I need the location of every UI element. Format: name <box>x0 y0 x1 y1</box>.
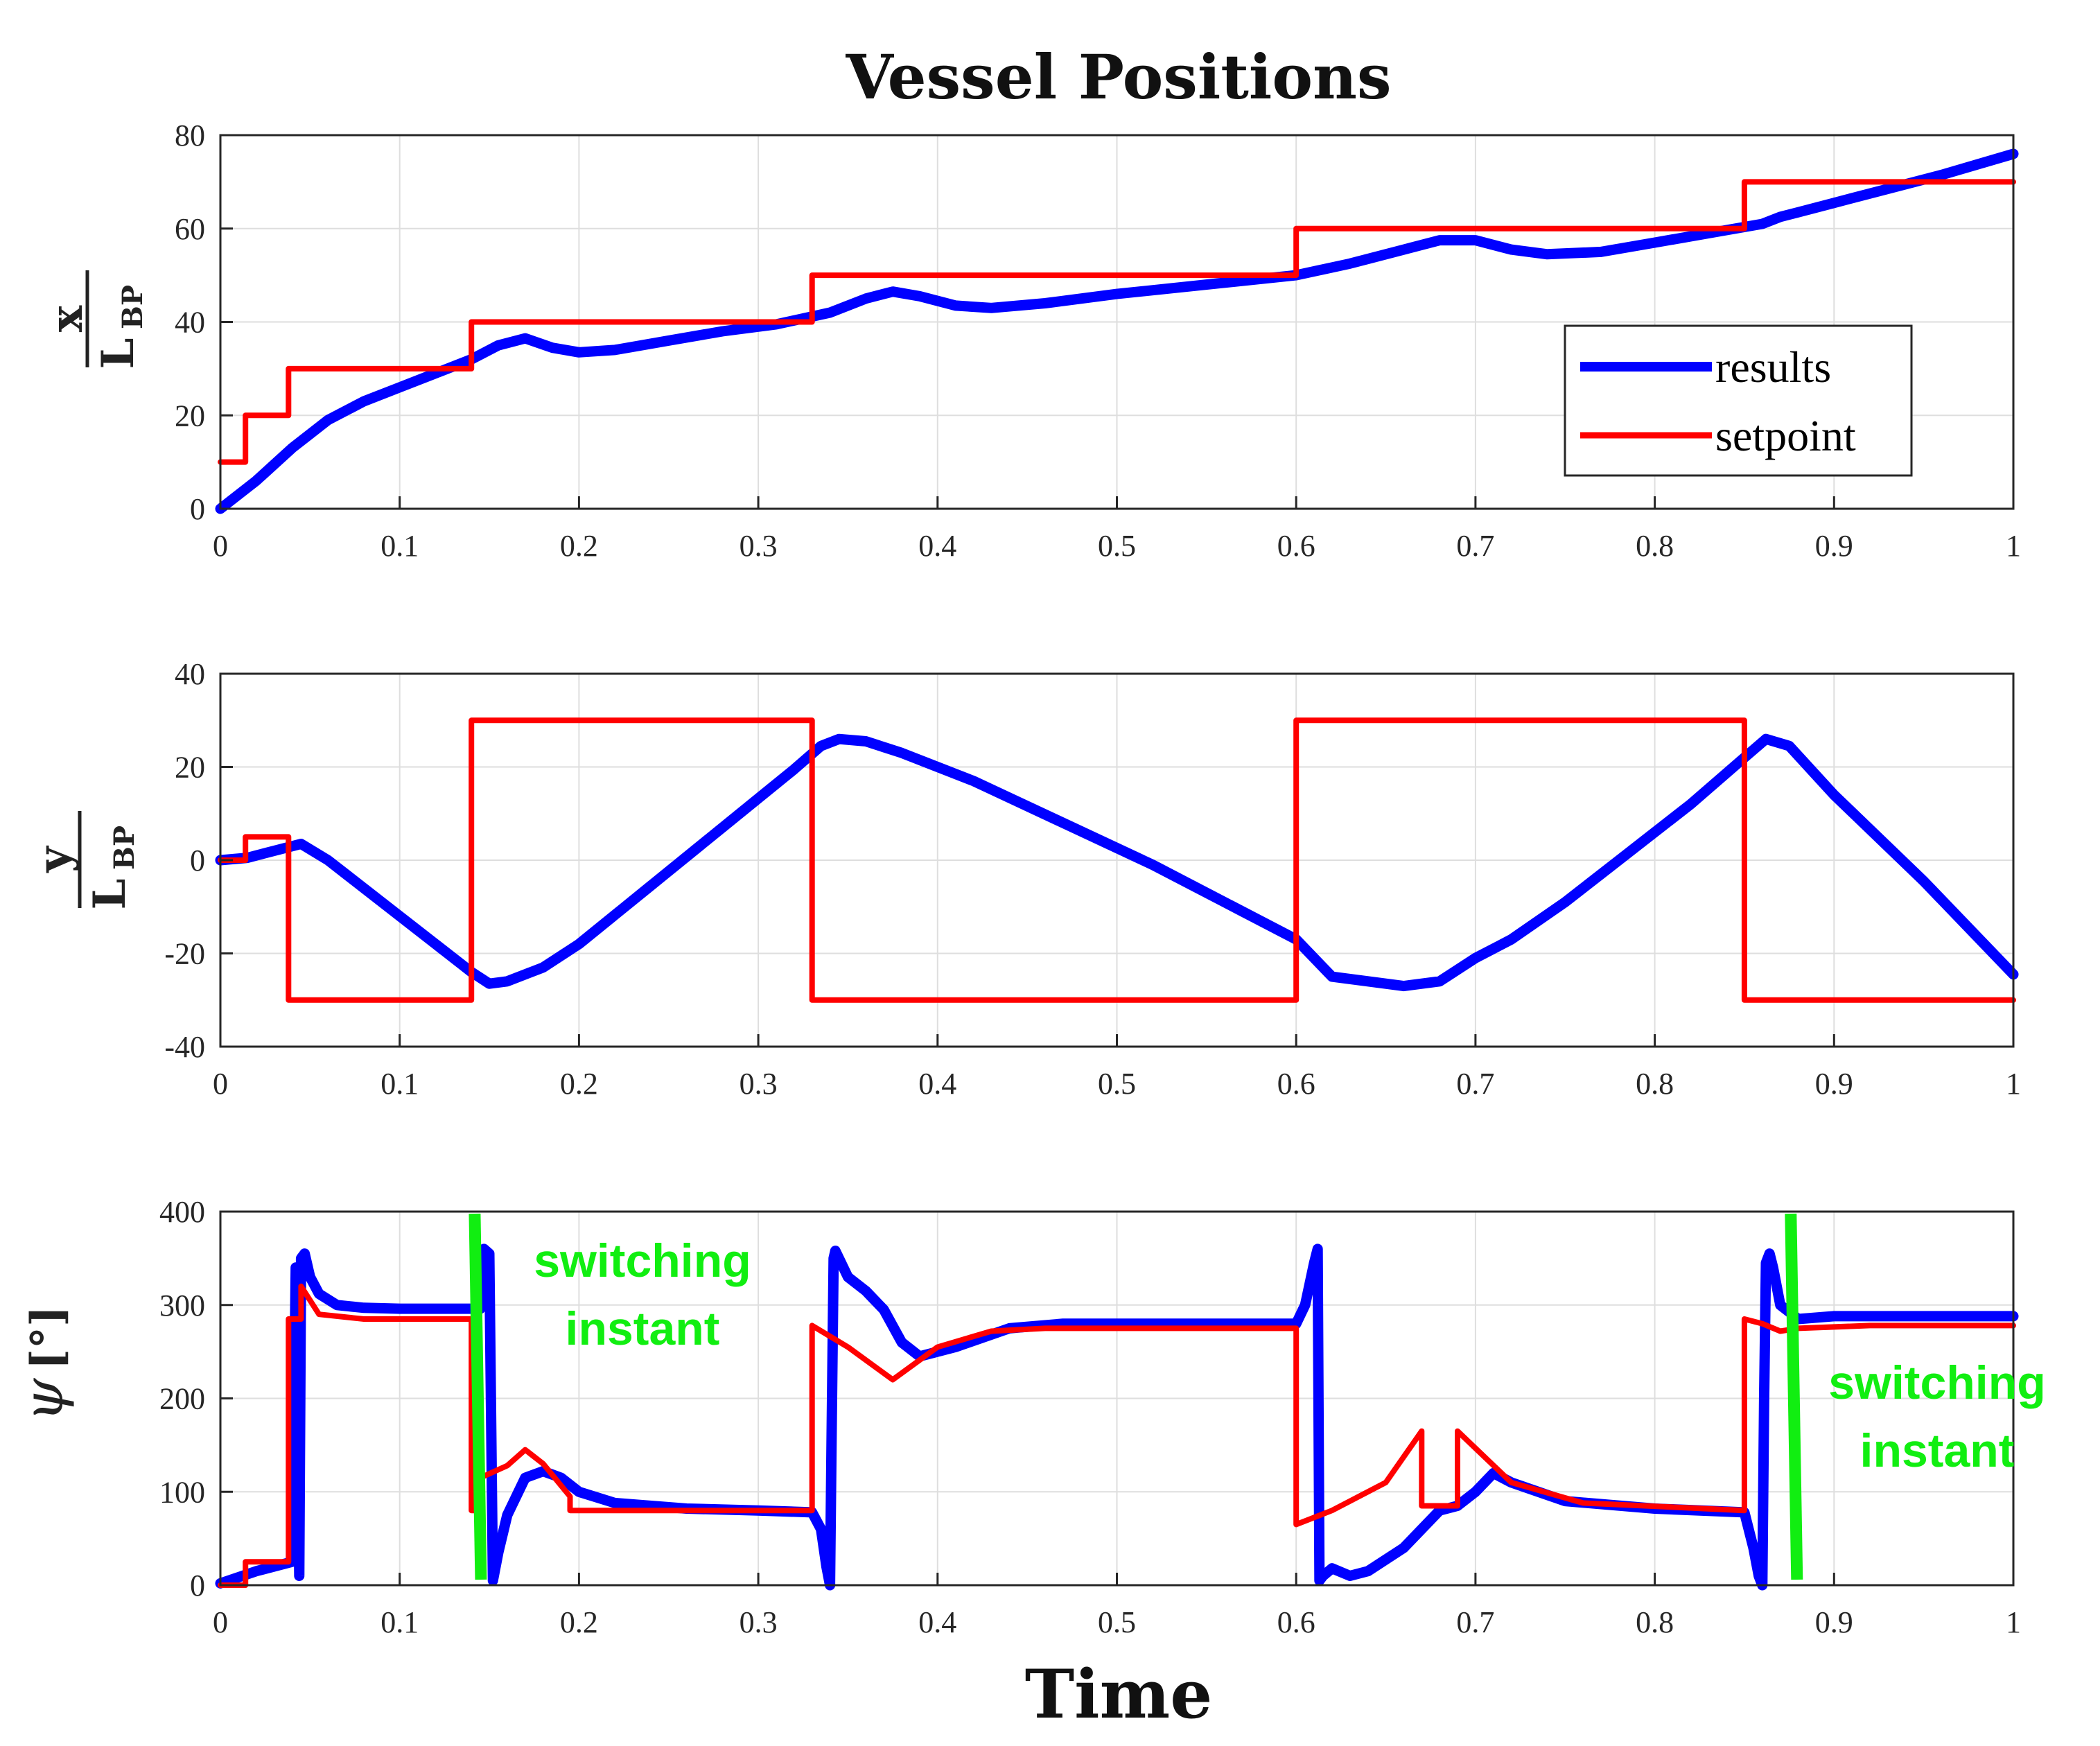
legend-setpoint-label: setpoint <box>1715 411 1856 460</box>
series-setpoint-line <box>218 179 2016 465</box>
ylabel-degree-unit: [°] <box>21 1306 73 1370</box>
ylabel-numerator: x <box>41 305 93 332</box>
x-tick-label: 0 <box>213 529 228 563</box>
x-tick-label: 0.2 <box>560 1067 598 1101</box>
ylabel-psi-symbol: ψ <box>11 1377 76 1422</box>
x-tick-label: 0.6 <box>1277 529 1315 563</box>
x-tick-label: 0 <box>213 1067 228 1101</box>
ylabel-numerator: y <box>28 846 80 873</box>
x-tick-label: 0.9 <box>1815 529 1853 563</box>
annotation-2-line1: switching <box>1828 1356 2046 1409</box>
series-setpoint-line <box>218 717 2016 1003</box>
x-tick-label: 0.5 <box>1098 529 1136 563</box>
y-tick-label: 60 <box>175 212 205 246</box>
x-tick-label: 0.4 <box>918 1605 956 1639</box>
ylabel-denominator-subscript: BP <box>108 826 141 870</box>
y-tick-label: 0 <box>190 844 205 878</box>
ylabel-denominator-subscript: BP <box>116 285 149 329</box>
x-tick-label: 0.8 <box>1636 1605 1674 1639</box>
switching-instant-markers <box>469 1213 1803 1580</box>
panel-x-position: 0 0.1 0.2 0.3 0.4 0.5 0.6 0.7 0.8 0.9 1 0 20 40 60 80 x… <box>41 119 2021 563</box>
legend-results-label: results <box>1715 342 1831 392</box>
x-tick-label: 0.2 <box>560 529 598 563</box>
series-y-position <box>215 717 2019 1003</box>
x-tick-label: 0.9 <box>1815 1067 1853 1101</box>
series-setpoint-line <box>218 1283 2016 1588</box>
series-x-position <box>215 148 2019 514</box>
y-tick-label: 200 <box>159 1382 205 1416</box>
x-tick-label: 0.4 <box>918 529 956 563</box>
x-tick-label: 0.8 <box>1636 529 1674 563</box>
panel-heading: 0 0.1 0.2 0.3 0.4 0.5 0.6 0.7 0.8 0.9 1 0 100 200 300 4… <box>11 1195 2046 1639</box>
annotation-2-line2: instant <box>1860 1424 2015 1477</box>
y-tick-label: 40 <box>175 306 205 340</box>
ylabel-y-position: y L BP <box>28 811 141 910</box>
x-tick-label: 0.5 <box>1098 1067 1136 1101</box>
panel-y-position: 0 0.1 0.2 0.3 0.4 0.5 0.6 0.7 0.8 0.9 1 -40 -20 0 20 40… <box>28 657 2021 1101</box>
y-tick-label: -40 <box>164 1030 205 1064</box>
x-tick-label: 0.1 <box>380 1605 419 1639</box>
ylabel-denominator: L <box>92 338 144 369</box>
x-axis-label: Time <box>1025 1655 1213 1734</box>
ylabel-x-position: x L BP <box>41 270 149 369</box>
x-tick-label: 0.1 <box>380 529 419 563</box>
y-tick-label: 0 <box>190 1569 205 1603</box>
x-tick-label: 1 <box>2006 1067 2021 1101</box>
series-results-line <box>215 733 2019 992</box>
x-tick-label: 0.7 <box>1456 529 1494 563</box>
x-tick-label: 0.5 <box>1098 1605 1136 1639</box>
x-tick-label: 0.4 <box>918 1067 956 1101</box>
switching-instant-line <box>1785 1213 1803 1580</box>
x-tick-label: 0.7 <box>1456 1067 1494 1101</box>
x-tick-label: 0.9 <box>1815 1605 1853 1639</box>
y-tick-label: 0 <box>190 492 205 526</box>
tick-labels-x-position: 0 0.1 0.2 0.3 0.4 0.5 0.6 0.7 0.8 0.9 1 0 20 40 60 80 <box>175 119 2021 563</box>
x-tick-label: 0.2 <box>560 1605 598 1639</box>
x-tick-label: 0.3 <box>740 529 778 563</box>
x-tick-label: 0.3 <box>740 1605 778 1639</box>
x-tick-label: 0.3 <box>740 1067 778 1101</box>
tick-labels-y-position: 0 0.1 0.2 0.3 0.4 0.5 0.6 0.7 0.8 0.9 1 -40 -20 0 20 40 <box>164 657 2021 1101</box>
x-tick-label: 1 <box>2006 1605 2021 1639</box>
annotation-switching-2: switching instant <box>1828 1356 2046 1477</box>
chart-title: Vessel Positions <box>845 41 1391 113</box>
x-tick-label: 0.7 <box>1456 1605 1494 1639</box>
x-tick-label: 0.6 <box>1277 1067 1315 1101</box>
y-tick-label: 300 <box>159 1289 205 1322</box>
annotation-1-line1: switching <box>534 1234 751 1287</box>
switching-instant-line <box>469 1213 487 1580</box>
series-heading <box>215 1243 2019 1591</box>
annotation-switching-1: switching instant <box>534 1234 751 1355</box>
x-tick-label: 0.6 <box>1277 1605 1315 1639</box>
x-tick-label: 0.8 <box>1636 1067 1674 1101</box>
y-tick-label: 100 <box>159 1475 205 1509</box>
ylabel-denominator: L <box>84 879 136 910</box>
y-tick-label: 400 <box>159 1195 205 1229</box>
tick-labels-heading: 0 0.1 0.2 0.3 0.4 0.5 0.6 0.7 0.8 0.9 1 0 100 200 300 4… <box>159 1195 2021 1639</box>
legend: results setpoint <box>1564 324 1913 477</box>
x-tick-label: 0.1 <box>380 1067 419 1101</box>
y-tick-label: -20 <box>164 937 205 971</box>
y-tick-label: 20 <box>175 751 205 785</box>
y-tick-label: 40 <box>175 657 205 691</box>
x-tick-label: 0 <box>213 1605 228 1639</box>
y-tick-label: 80 <box>175 119 205 152</box>
series-results-line <box>215 148 2019 514</box>
x-tick-label: 1 <box>2006 529 2021 563</box>
ylabel-heading: ψ [°] <box>11 1306 76 1422</box>
legend-box <box>1564 324 1913 477</box>
annotation-1-line2: instant <box>566 1302 720 1355</box>
y-tick-label: 20 <box>175 399 205 433</box>
